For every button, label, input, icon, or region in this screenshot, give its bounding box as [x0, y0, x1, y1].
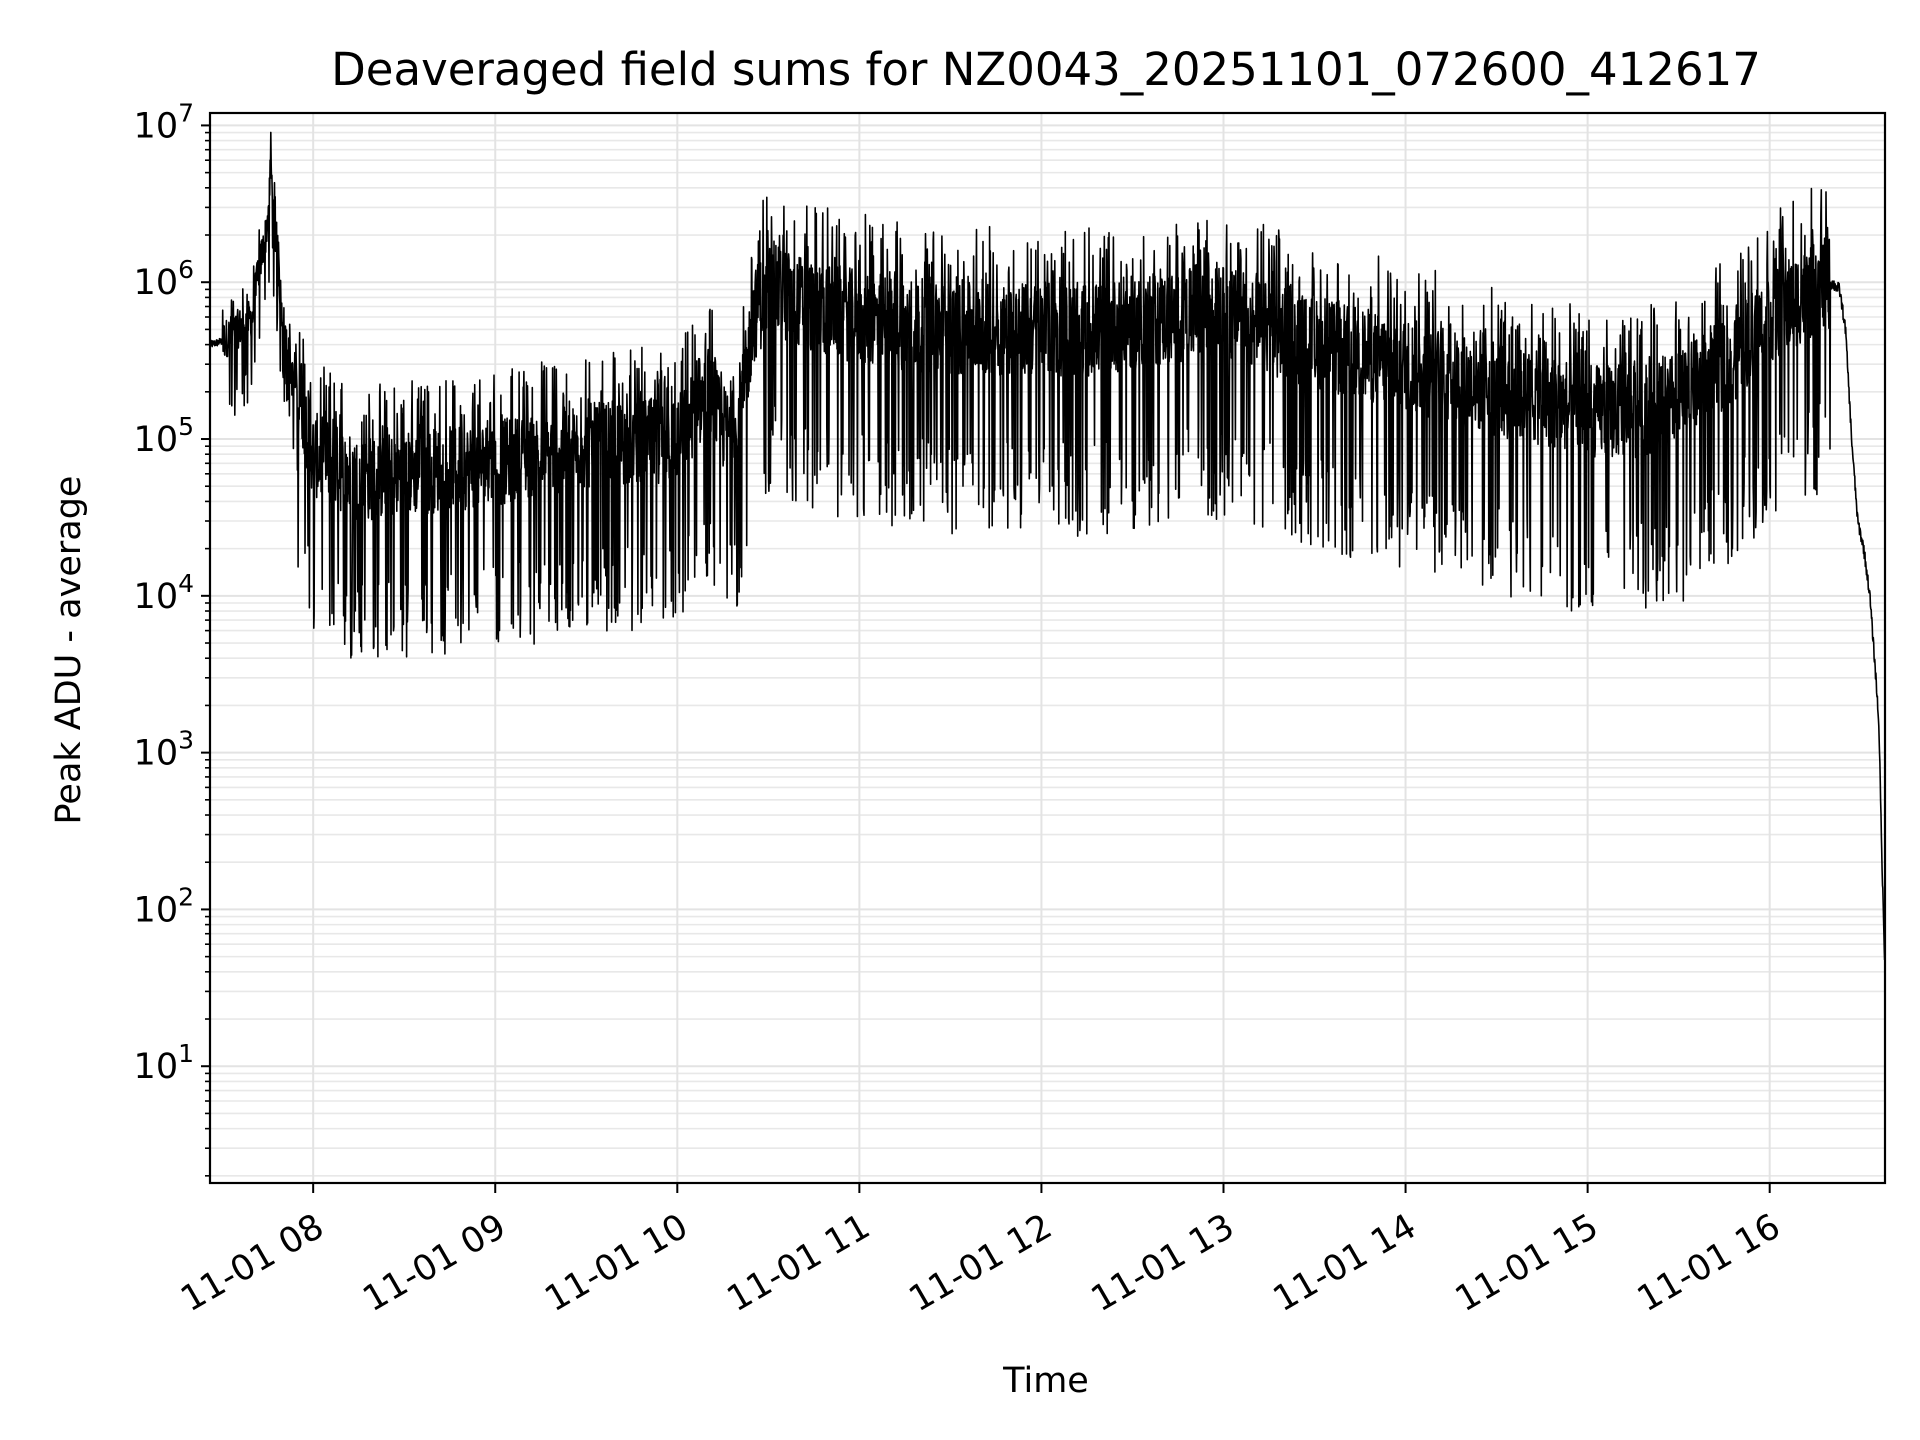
y-tick-label: 102 — [134, 882, 194, 930]
series-line — [209, 131, 1886, 961]
chart-title: Deaveraged field sums for NZ0043_2025110… — [331, 43, 1761, 96]
y-tick-label: 107 — [134, 98, 194, 146]
y-tick-label: 103 — [134, 726, 194, 774]
plot-frame — [208, 111, 1887, 1185]
y-tick-label: 104 — [134, 569, 194, 617]
y-tick-label: 106 — [134, 255, 194, 303]
x-axis-title: Time — [1002, 1361, 1089, 1401]
y-tick-label: 101 — [134, 1039, 194, 1087]
y-axis: 101 102 103 104 105 106 107 — [134, 98, 210, 1177]
y-axis-title: Peak ADU - average — [49, 476, 89, 825]
major-gridlines — [210, 113, 1885, 1183]
y-tick-label: 105 — [134, 412, 194, 460]
